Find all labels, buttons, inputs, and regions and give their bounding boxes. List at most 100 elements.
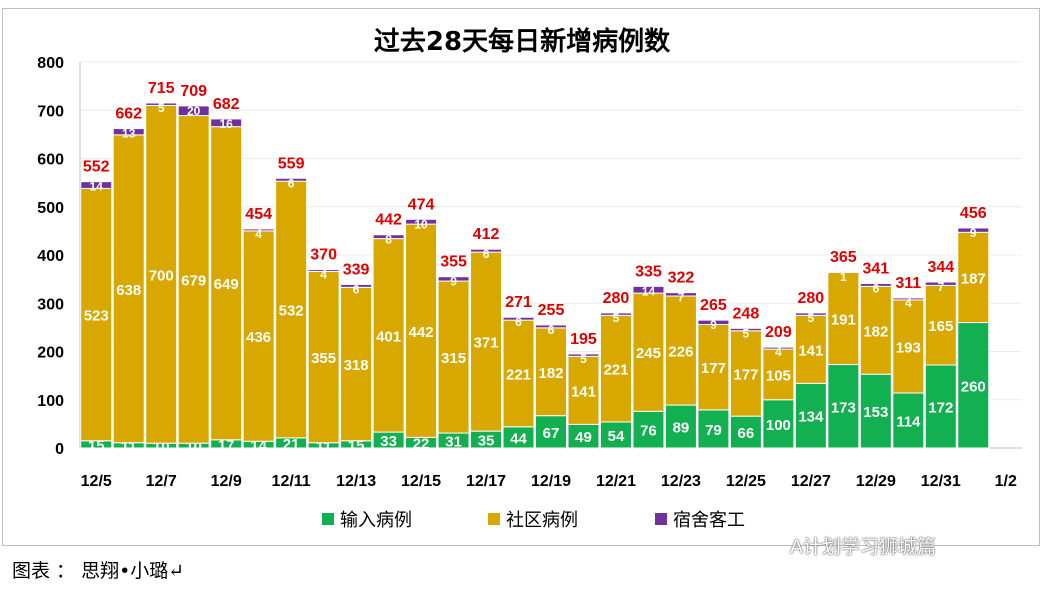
bar-segment	[762, 348, 795, 401]
bar-segment	[470, 251, 503, 432]
total-label: 341	[862, 260, 889, 277]
total-label: 474	[408, 196, 435, 213]
bar-segment	[145, 102, 178, 106]
legend-label: 宿舍客工	[673, 510, 745, 531]
bar-segment	[470, 248, 503, 253]
data-label: 6	[353, 282, 360, 296]
data-label: 6	[548, 323, 555, 337]
bar-segment	[762, 399, 795, 449]
data-label: 165	[928, 318, 953, 335]
total-label: 355	[440, 254, 467, 271]
data-label: 4	[255, 227, 262, 241]
stacked-bar-chart: 过去28天每日新增病例数0100200300400500600700800155…	[37, 26, 1022, 531]
bar-segment	[275, 177, 308, 182]
x-tick-label: 12/21	[596, 473, 636, 490]
bar-segment	[275, 180, 308, 439]
data-label: 21	[283, 436, 300, 453]
bar-segment	[599, 421, 632, 449]
data-label: 5	[808, 311, 815, 325]
bar-segment	[827, 364, 860, 449]
data-label: 7	[937, 280, 944, 294]
bar-segment	[924, 284, 957, 366]
bar-segment	[729, 415, 762, 449]
total-label: 454	[245, 206, 272, 223]
data-label: 134	[798, 409, 824, 426]
watermark: A计划学习狮城篇	[790, 536, 936, 558]
total-label: 322	[668, 270, 695, 287]
data-label: 7	[678, 291, 685, 305]
total-label: 709	[180, 83, 207, 100]
data-label: 4	[775, 345, 782, 359]
total-label: 255	[538, 302, 565, 319]
data-label: 401	[376, 328, 401, 345]
legend-swatch	[655, 513, 667, 525]
data-label: 44	[510, 430, 527, 447]
data-label: 105	[766, 367, 791, 384]
total-label: 248	[733, 305, 760, 322]
bar-segment	[80, 187, 113, 442]
total-label: 344	[927, 259, 954, 276]
total-label: 265	[700, 297, 727, 314]
total-label: 682	[213, 96, 240, 113]
data-label: 442	[409, 324, 434, 341]
data-label: 6	[872, 281, 879, 295]
data-label: 221	[506, 366, 531, 383]
total-label: 715	[148, 80, 175, 97]
data-label: 33	[380, 433, 397, 450]
total-label: 370	[310, 246, 337, 263]
bar-segment	[664, 404, 697, 449]
data-label: 14	[250, 438, 267, 455]
bar-segment	[405, 223, 438, 438]
bar-segment	[924, 364, 957, 449]
bar-segment	[794, 312, 827, 316]
data-label: 173	[831, 399, 856, 416]
legend-swatch	[322, 513, 334, 525]
data-label: 4	[320, 267, 327, 281]
y-tick-label: 100	[37, 393, 64, 410]
bar-segment	[177, 115, 210, 444]
data-label: 54	[608, 428, 625, 445]
caption: 图表 ： 思翔•小璐↵	[12, 560, 185, 582]
data-label: 700	[149, 267, 174, 284]
x-tick-label: 1/2	[995, 473, 1017, 490]
data-label: 355	[311, 350, 336, 367]
bar-segment	[307, 268, 340, 272]
bar-segment	[112, 128, 145, 136]
data-label: 523	[84, 308, 109, 325]
bar-segment	[892, 297, 925, 301]
x-tick-label: 12/11	[272, 473, 311, 490]
total-label: 209	[765, 324, 792, 341]
data-label: 187	[961, 270, 986, 287]
bar-segment	[535, 327, 567, 417]
data-label: 22	[413, 436, 430, 453]
data-label: 649	[214, 276, 239, 293]
total-label: 552	[83, 159, 110, 176]
data-label: 5	[580, 352, 587, 366]
data-label: 182	[863, 323, 888, 340]
bar-segment	[112, 134, 145, 444]
data-label: 100	[766, 417, 791, 434]
data-label: 14	[90, 180, 104, 194]
bar-segment	[957, 231, 990, 324]
bar-segment	[599, 312, 632, 316]
data-label: 13	[122, 127, 136, 141]
bar-segment	[729, 327, 762, 332]
data-label: 15	[348, 437, 365, 454]
bar-segment	[535, 415, 567, 449]
bar-segment	[632, 285, 665, 294]
total-label: 271	[505, 294, 532, 311]
data-label: 191	[831, 311, 856, 328]
bar-segment	[729, 330, 762, 417]
data-label: 66	[738, 425, 755, 442]
data-label: 4	[905, 296, 912, 310]
bar-segment	[892, 299, 925, 394]
bar-segment	[340, 283, 373, 288]
bar-segment	[664, 295, 697, 406]
data-label: 76	[640, 423, 657, 440]
bar-segment	[859, 282, 892, 287]
bar-segment	[210, 118, 243, 128]
total-label: 311	[895, 275, 921, 292]
total-label: 339	[343, 261, 370, 278]
data-label: 153	[863, 404, 888, 421]
data-label: 20	[187, 104, 201, 118]
